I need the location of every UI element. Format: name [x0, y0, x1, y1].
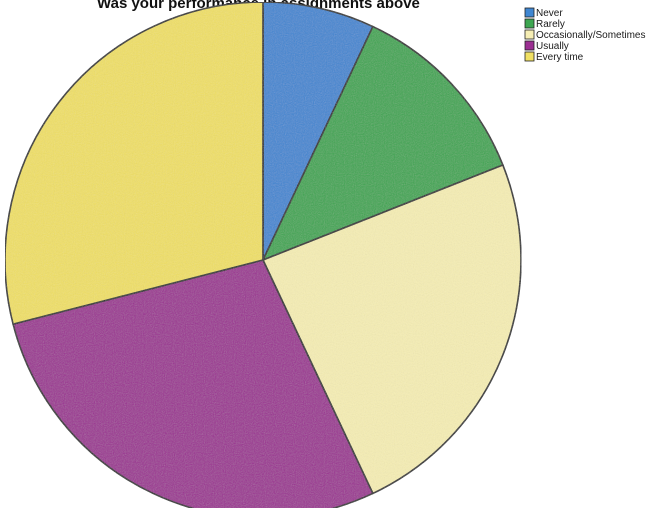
- legend-label-rarely: Rarely: [536, 19, 565, 30]
- legend-swatch-occasionally-sometimes: [524, 29, 535, 40]
- legend-swatch-never: [524, 7, 535, 18]
- legend-swatch-usually: [524, 40, 535, 51]
- legend-label-usually: Usually: [536, 41, 569, 52]
- pie-slice-every-time: [4, 1, 264, 325]
- legend-label-every-time: Every time: [536, 52, 584, 63]
- pie-slice-rarely: [262, 25, 504, 261]
- pie-slice-occasionally-sometimes: [262, 164, 522, 495]
- legend: NeverRarelyOccasionally/SometimesUsually…: [524, 7, 645, 63]
- pie-slices: [4, 1, 522, 508]
- legend-label-never: Never: [536, 8, 563, 19]
- legend-label-occasionally-sometimes: Occasionally/Sometimes: [536, 30, 645, 41]
- legend-swatch-every-time: [524, 51, 535, 62]
- pie-slice-usually: [12, 259, 374, 508]
- pie-slice-never: [262, 1, 374, 261]
- legend-swatch-rarely: [524, 18, 535, 29]
